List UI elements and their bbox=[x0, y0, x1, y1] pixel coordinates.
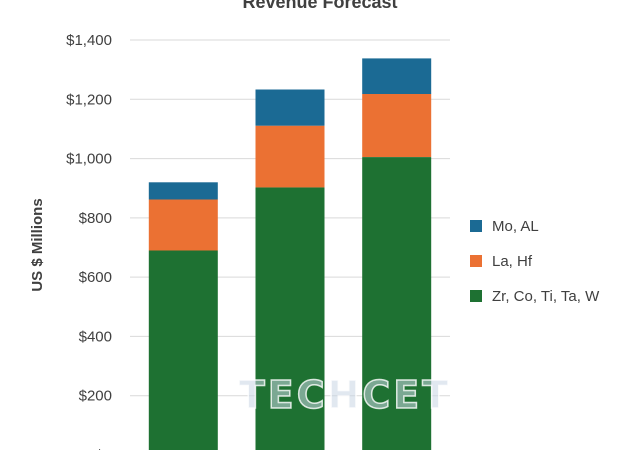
legend-label: Mo, AL bbox=[492, 218, 539, 235]
legend-swatch bbox=[470, 255, 482, 267]
y-axis-label: US $ Millions bbox=[29, 198, 46, 291]
bar-segment-3-category-3 bbox=[362, 58, 432, 94]
y-tick-label: $400 bbox=[79, 328, 112, 345]
y-tick-label: $1,000 bbox=[66, 151, 112, 168]
bar-segment-2-category-3 bbox=[362, 93, 432, 157]
bar-segment-2-category-2 bbox=[255, 125, 325, 188]
y-tick-label: $1,400 bbox=[66, 32, 112, 49]
y-tick-label: $0 bbox=[95, 447, 112, 450]
bar-segment-3-category-2 bbox=[255, 89, 325, 126]
bar-segment-1-category-3 bbox=[362, 157, 432, 450]
bars bbox=[148, 58, 432, 450]
legend-label: La, Hf bbox=[492, 253, 533, 270]
bar-segment-1-category-2 bbox=[255, 187, 325, 450]
y-tick-label: $800 bbox=[79, 210, 112, 227]
legend-swatch bbox=[470, 290, 482, 302]
y-tick-label: $1,200 bbox=[66, 91, 112, 108]
bar-segment-1-category-1 bbox=[148, 250, 218, 450]
chart-title: Revenue Forecast bbox=[242, 0, 397, 12]
legend: Mo, AL La, Hf Zr, Co, Ti, Ta, W bbox=[470, 218, 600, 305]
bar-segment-2-category-1 bbox=[148, 199, 218, 251]
y-axis-ticks: $0 $200 $400 $600 $800 $1,000 $1,200 $1,400 bbox=[66, 32, 112, 450]
y-tick-label: $600 bbox=[79, 269, 112, 286]
legend-label: Zr, Co, Ti, Ta, W bbox=[492, 288, 600, 305]
watermark-logo: TECHCET bbox=[239, 373, 451, 417]
bar-segment-3-category-1 bbox=[148, 182, 218, 200]
legend-swatch bbox=[470, 220, 482, 232]
y-tick-label: $200 bbox=[79, 388, 112, 405]
